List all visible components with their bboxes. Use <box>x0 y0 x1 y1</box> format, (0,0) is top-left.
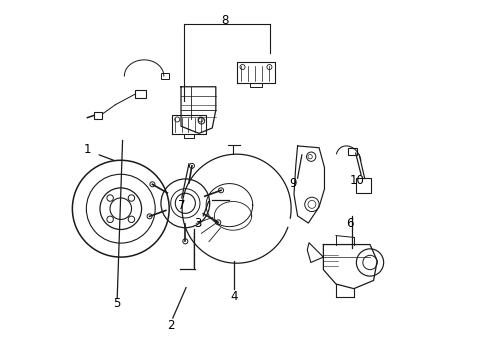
Text: 6: 6 <box>346 216 353 230</box>
Bar <box>356 178 370 193</box>
Text: 10: 10 <box>349 174 364 186</box>
Bar <box>161 73 168 79</box>
Bar <box>135 90 145 98</box>
Text: 8: 8 <box>221 14 228 27</box>
Bar <box>94 112 102 119</box>
Text: 1: 1 <box>83 143 91 156</box>
Text: 2: 2 <box>167 319 174 332</box>
Text: 5: 5 <box>113 297 121 310</box>
Text: 9: 9 <box>288 177 296 190</box>
Text: 7: 7 <box>178 199 185 212</box>
Bar <box>347 148 356 155</box>
Text: 4: 4 <box>229 290 237 303</box>
Text: 3: 3 <box>194 216 201 230</box>
